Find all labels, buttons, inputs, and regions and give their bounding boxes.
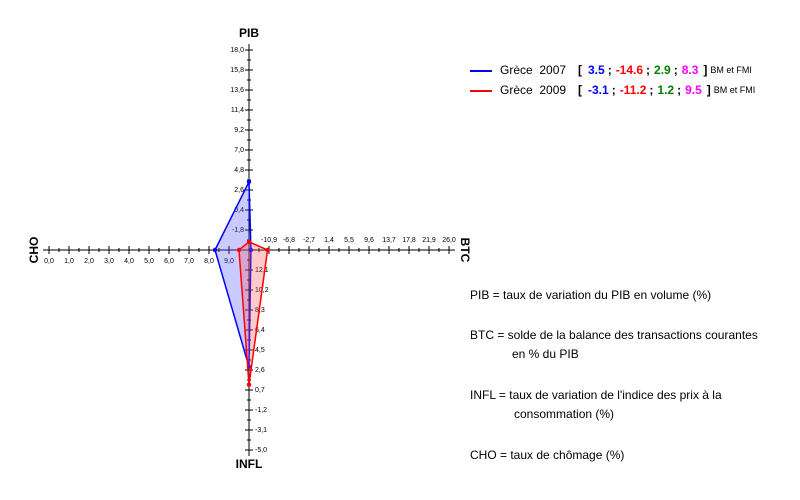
legend-values: [3.5; -14.6; 2.9; 8.3] BM et FMI <box>578 63 752 77</box>
legend-bracket: ] <box>703 63 707 77</box>
tick-label: 7,0 <box>184 258 194 265</box>
tick-label: 21,9 <box>422 237 436 244</box>
legend-sep: ; <box>674 63 678 77</box>
tick-label: 18,0 <box>230 47 244 54</box>
point <box>265 247 270 253</box>
legend-sep: ; <box>677 83 681 97</box>
tick-label: -5,0 <box>255 447 267 454</box>
tick-label: 6,4 <box>255 327 265 334</box>
tick-label: 5,0 <box>144 258 154 265</box>
tick-label: 4,0 <box>124 258 134 265</box>
point <box>236 247 242 253</box>
legend-value: 2.9 <box>654 63 671 77</box>
tick-label: 9,0 <box>224 258 234 265</box>
tick-label: 13,6 <box>230 87 244 94</box>
annotation: INFL = taux de variation de l'indice des… <box>470 388 722 402</box>
tick-label: 17,8 <box>402 237 416 244</box>
tick-label: -2,7 <box>303 237 315 244</box>
tick-label: 12,1 <box>255 267 269 274</box>
axis-title: PIB <box>239 26 259 40</box>
tick-label: 2,0 <box>84 258 94 265</box>
tick-label: 1,0 <box>64 258 74 265</box>
tick-label: 0,0 <box>44 258 54 265</box>
point <box>246 239 252 245</box>
legend-bracket: [ <box>578 83 582 97</box>
tick-label: 3,0 <box>104 258 114 265</box>
tick-label: 0,4 <box>234 207 244 214</box>
tick-label: 4,5 <box>255 347 265 354</box>
legend-value: -14.6 <box>616 63 644 77</box>
point <box>246 179 252 185</box>
tick-label: -1,8 <box>232 227 244 234</box>
tick-label: -1,2 <box>255 407 267 414</box>
legend-sep: ; <box>649 83 653 97</box>
legend-source: BM et FMI <box>714 85 756 95</box>
tick-label: 9,2 <box>234 127 244 134</box>
annotation: BTC = solde de la balance des transactio… <box>470 328 758 342</box>
legend-sep: ; <box>612 83 616 97</box>
tick-label: 2,6 <box>234 187 244 194</box>
point <box>246 382 252 387</box>
tick-label: 11,4 <box>231 107 244 114</box>
legend-sep: ; <box>608 63 612 77</box>
legend-sep: ; <box>646 63 650 77</box>
tick-label: 9,6 <box>364 237 374 244</box>
legend-value: -11.2 <box>620 83 647 97</box>
legend-value: 3.5 <box>588 63 605 77</box>
tick-label: 15,8 <box>230 67 244 74</box>
tick-label: 6,0 <box>164 258 174 265</box>
legend-label: Grèce 2007 <box>500 63 566 77</box>
annotation: PIB = taux de variation du PIB en volume… <box>470 288 711 302</box>
tick-label: -10,9 <box>261 237 277 244</box>
legend-value: 1.2 <box>657 83 674 97</box>
legend-value: -3.1 <box>588 83 609 97</box>
legend-source: BM et FMI <box>710 65 752 75</box>
legend-value: 8.3 <box>682 63 699 77</box>
axis-title: INFL <box>236 457 263 471</box>
axis-title: CHO <box>27 237 41 264</box>
tick-label: -3,1 <box>255 427 267 434</box>
tick-label: 7,0 <box>234 147 244 154</box>
tick-label: 2,6 <box>255 367 265 374</box>
tick-label: 4,8 <box>234 167 244 174</box>
legend-label: Grèce 2009 <box>500 83 566 97</box>
legend-bracket: [ <box>578 63 582 77</box>
tick-label: 0,7 <box>255 387 265 394</box>
legend-value: 9.5 <box>685 83 702 97</box>
annotation: consommation (%) <box>514 407 614 421</box>
legend-values: [-3.1; -11.2; 1.2; 9.5] BM et FMI <box>578 83 755 97</box>
axis-title: BTC <box>458 238 472 263</box>
tick-label: 1,4 <box>324 237 334 244</box>
tick-label: 26,0 <box>442 237 456 244</box>
point <box>248 247 254 253</box>
annotation: en % du PIB <box>512 347 579 361</box>
tick-label: 5,5 <box>344 237 354 244</box>
tick-label: 8,0 <box>204 258 214 265</box>
legend-bracket: ] <box>707 83 711 97</box>
annotation: CHO = taux de chômage (%) <box>470 448 624 462</box>
tick-label: 13,7 <box>382 237 396 244</box>
tick-label: -6,8 <box>283 237 295 244</box>
point <box>212 247 218 253</box>
